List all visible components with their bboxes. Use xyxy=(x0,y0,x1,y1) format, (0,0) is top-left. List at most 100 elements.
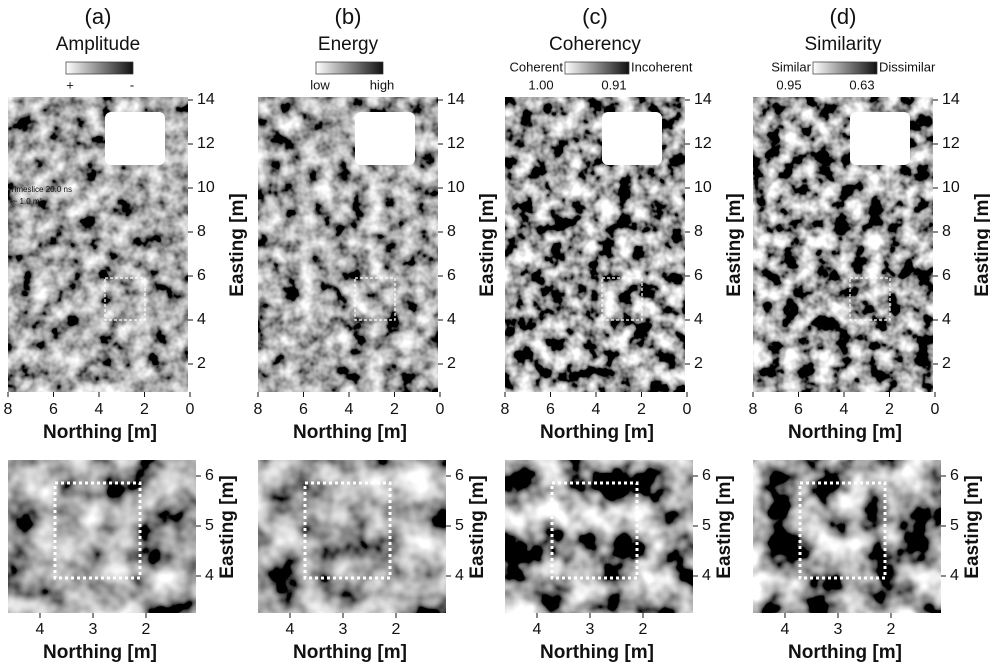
tick-label: 4 xyxy=(197,311,206,328)
scale-label: high xyxy=(370,77,395,92)
tick-label: 4 xyxy=(455,567,464,584)
tick-label: 10 xyxy=(694,179,712,196)
axis-label: Northing [m] xyxy=(43,642,157,663)
tick-label: 4 xyxy=(592,401,601,418)
tick-label: 3 xyxy=(834,621,843,638)
tick-label: 12 xyxy=(447,135,465,152)
tick-label: 10 xyxy=(942,179,960,196)
tick-label: 14 xyxy=(447,91,465,108)
tick-label: 2 xyxy=(637,401,646,418)
panel-label: (d) xyxy=(830,4,857,29)
axis-label: Easting [m] xyxy=(467,475,488,578)
tick-label: 6 xyxy=(49,401,58,418)
tick-label: 0 xyxy=(683,401,692,418)
tick-label: 3 xyxy=(339,621,348,638)
tick-label: 8 xyxy=(749,401,758,418)
attribute-title: Amplitude xyxy=(56,34,141,55)
tick-label: 2 xyxy=(447,355,456,372)
tick-label: 12 xyxy=(694,135,712,152)
tick-label: 4 xyxy=(694,311,703,328)
tick-label: 2 xyxy=(390,401,399,418)
attribute-title: Energy xyxy=(318,34,379,55)
axis-label: Northing [m] xyxy=(43,422,157,443)
tick-label: 4 xyxy=(942,311,951,328)
tick-label: 8 xyxy=(942,223,951,240)
map-hole xyxy=(355,112,415,165)
scale-label: + xyxy=(66,77,74,92)
scale-label: Incoherent xyxy=(631,59,693,74)
zoom-image xyxy=(753,460,941,613)
axis-label: Easting [m] xyxy=(714,475,735,578)
tick-label: 5 xyxy=(702,517,711,534)
zoom-image xyxy=(505,460,693,613)
figure: (a)Amplitude+-246810121486420Easting [m]… xyxy=(0,0,990,668)
colorbar xyxy=(66,62,133,74)
tick-label: 4 xyxy=(950,567,959,584)
tick-label: 14 xyxy=(942,91,960,108)
panel-label: (c) xyxy=(582,4,608,29)
axis-label: Easting [m] xyxy=(477,193,498,296)
tick-label: 6 xyxy=(299,401,308,418)
tick-label: 2 xyxy=(142,621,151,638)
map-bottom xyxy=(753,213,933,392)
tick-label: 6 xyxy=(205,467,214,484)
tick-label: 5 xyxy=(950,517,959,534)
annotation: (~ 1.0 m) xyxy=(10,197,43,206)
axis-label: Northing [m] xyxy=(540,642,654,663)
axis-label: Easting [m] xyxy=(972,193,990,296)
map-hole xyxy=(105,112,165,165)
tick-label: 4 xyxy=(286,621,295,638)
scale-value: 0.63 xyxy=(849,77,874,92)
tick-label: 3 xyxy=(586,621,595,638)
tick-label: 6 xyxy=(702,467,711,484)
annotation: Timeslice 20.0 ns xyxy=(10,185,72,194)
tick-label: 8 xyxy=(254,401,263,418)
tick-label: 4 xyxy=(36,621,45,638)
tick-label: 8 xyxy=(501,401,510,418)
map-bottom xyxy=(258,213,438,392)
tick-label: 14 xyxy=(197,91,215,108)
map-hole xyxy=(602,112,662,165)
attribute-title: Coherency xyxy=(549,34,641,55)
axis-label: Easting [m] xyxy=(724,193,745,296)
tick-label: 4 xyxy=(345,401,354,418)
tick-label: 2 xyxy=(197,355,206,372)
tick-label: 6 xyxy=(942,267,951,284)
tick-label: 5 xyxy=(455,517,464,534)
tick-label: 12 xyxy=(942,135,960,152)
scale-label: Dissimilar xyxy=(879,59,936,74)
tick-label: 8 xyxy=(447,223,456,240)
tick-label: 0 xyxy=(931,401,940,418)
tick-label: 2 xyxy=(392,621,401,638)
tick-label: 6 xyxy=(197,267,206,284)
colorbar xyxy=(813,62,877,74)
tick-label: 2 xyxy=(942,355,951,372)
tick-label: 6 xyxy=(447,267,456,284)
tick-label: 2 xyxy=(639,621,648,638)
tick-label: 10 xyxy=(197,179,215,196)
tick-label: 4 xyxy=(533,621,542,638)
scale-value: 1.00 xyxy=(528,77,553,92)
panel-label: (b) xyxy=(335,4,362,29)
axis-label: Northing [m] xyxy=(293,422,407,443)
tick-label: 2 xyxy=(140,401,149,418)
tick-label: 0 xyxy=(186,401,195,418)
axis-label: Northing [m] xyxy=(293,642,407,663)
axis-label: Northing [m] xyxy=(788,642,902,663)
axis-label: Northing [m] xyxy=(788,422,902,443)
tick-label: 4 xyxy=(702,567,711,584)
scale-value: 0.95 xyxy=(776,77,801,92)
tick-label: 6 xyxy=(950,467,959,484)
tick-label: 4 xyxy=(840,401,849,418)
tick-label: 2 xyxy=(887,621,896,638)
tick-label: 14 xyxy=(694,91,712,108)
axis-label: Easting [m] xyxy=(962,475,983,578)
tick-label: 4 xyxy=(447,311,456,328)
scale-label: low xyxy=(310,77,330,92)
tick-label: 6 xyxy=(455,467,464,484)
scale-label: Coherent xyxy=(510,59,564,74)
tick-label: 8 xyxy=(694,223,703,240)
map-bottom xyxy=(8,213,188,392)
tick-label: 12 xyxy=(197,135,215,152)
tick-label: 2 xyxy=(694,355,703,372)
